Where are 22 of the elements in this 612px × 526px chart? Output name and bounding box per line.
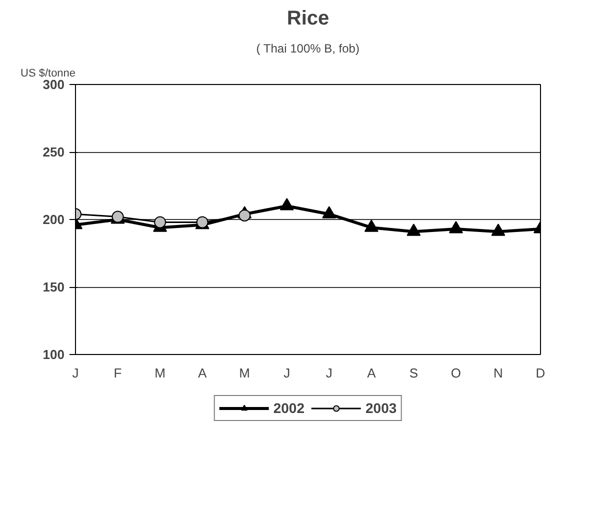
legend-label: 2003 [366,400,397,416]
x-tick-label: M [154,366,166,380]
x-tick-label: O [450,366,462,380]
y-tick-label: 100 [42,347,65,362]
y-tick-label: 300 [42,77,65,92]
x-tick-label: S [409,366,418,380]
x-tick-label: J [72,366,79,380]
x-tick-label: J [326,366,332,380]
x-tick-label: A [367,366,376,380]
y-tick-label: 250 [42,144,65,160]
x-tick-label: N [494,366,503,380]
legend-label: 2002 [273,400,304,416]
chart-subtitle: ( Thai 100% B, fob) [256,42,360,56]
x-tick-label: D [536,366,546,380]
chart-title: Rice [286,8,330,30]
y-axis-title: US $/tonne [20,68,76,80]
y-tick-label: 200 [42,212,65,227]
x-tick-label: M [239,366,250,380]
x-tick-label: J [284,366,290,380]
x-tick-label: F [114,366,122,380]
x-tick-label: A [198,366,207,380]
y-tick-label: 150 [42,280,65,294]
